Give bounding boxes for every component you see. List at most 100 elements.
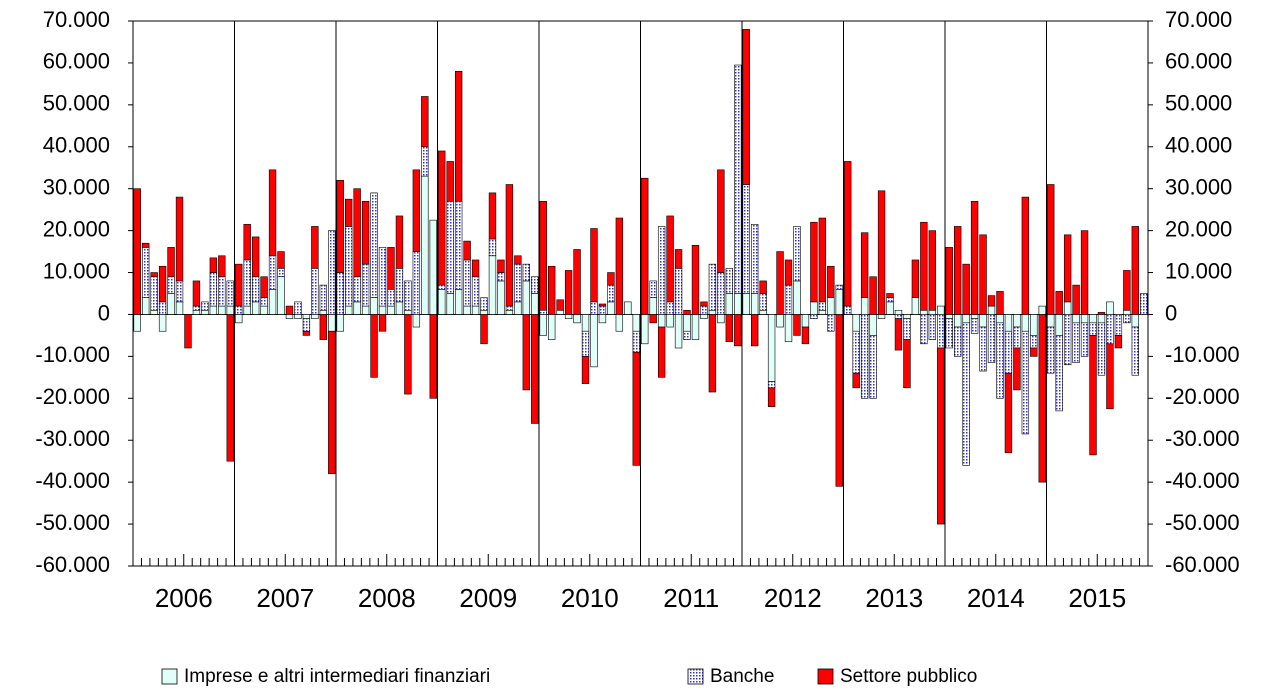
bar-segment: [345, 226, 353, 307]
bar-segment: [835, 314, 843, 487]
bar-segment: [835, 284, 843, 290]
bar-segment: [767, 314, 776, 382]
y-tick-label: 30.000: [43, 175, 110, 200]
bar-segment: [251, 276, 260, 303]
bar-segment: [641, 177, 649, 315]
bar-segment: [928, 309, 936, 315]
bar-segment: [277, 268, 285, 278]
bar-segment: [192, 305, 201, 311]
bar-segment: [251, 301, 260, 315]
bar-segment: [751, 293, 759, 315]
bar-segment: [175, 301, 184, 315]
bar-segment: [421, 146, 429, 177]
bar-segment: [412, 314, 421, 328]
bar-segment: [294, 314, 302, 319]
bar-segment: [446, 161, 454, 202]
bar-segment: [810, 314, 818, 319]
bar-segment: [438, 289, 446, 315]
bar-segment: [328, 230, 336, 315]
bar-segment: [1106, 301, 1114, 315]
bar-segment: [480, 297, 488, 311]
bar-segment: [514, 301, 522, 315]
bar-segment: [962, 314, 970, 324]
bar-segment: [844, 161, 852, 307]
bar-segment: [1072, 322, 1080, 363]
bar-segment: [725, 268, 733, 294]
y-tick-label: -60.000: [35, 552, 110, 577]
bar-segment: [226, 305, 234, 315]
bar-segment: [438, 284, 446, 290]
bar-segment: [700, 301, 708, 307]
bar-segment: [607, 284, 615, 303]
bar-segment: [1089, 322, 1097, 336]
bar-segment: [742, 29, 750, 185]
bar-segment: [598, 303, 607, 307]
bar-segment: [776, 251, 784, 315]
y-tick-label: 60.000: [43, 49, 110, 74]
bar-segment: [353, 276, 361, 303]
bar-segment: [260, 305, 268, 315]
bar-segment: [404, 309, 412, 315]
bar-segment: [328, 330, 336, 475]
bar-segment: [429, 219, 437, 315]
year-label: 2012: [764, 583, 822, 613]
bar-segment: [218, 276, 226, 307]
bar-segment: [1038, 314, 1046, 483]
bar-segment: [607, 272, 615, 286]
bar-segment: [438, 150, 446, 286]
bar-segment: [954, 314, 962, 328]
bar-segment: [531, 293, 539, 315]
y2-tick-label: 40.000: [1165, 133, 1232, 158]
bar-segment: [387, 289, 395, 307]
bar-segment: [345, 305, 353, 315]
bar-segment: [556, 299, 564, 311]
bar-segment: [361, 305, 370, 315]
bar-segment: [784, 314, 793, 343]
bar-segment: [708, 314, 717, 393]
bar-segment: [1080, 230, 1089, 315]
bar-segment: [590, 314, 598, 368]
bar-segment: [387, 305, 395, 315]
bar-segment: [488, 192, 497, 240]
bar-segment: [167, 247, 175, 278]
bar-segment: [319, 314, 327, 340]
bar-segment: [776, 314, 784, 328]
bar-segment: [641, 314, 649, 345]
bar-segment: [260, 276, 268, 298]
bar-segment: [302, 318, 311, 332]
bar-segment: [666, 301, 674, 315]
bar-segment: [429, 314, 437, 399]
bar-segment: [1106, 314, 1114, 345]
bar-segment: [657, 226, 666, 315]
bar-segment: [886, 293, 894, 298]
bar-segment: [142, 242, 150, 248]
bar-segment: [1013, 326, 1021, 349]
bar-segment: [683, 314, 691, 332]
bar-segment: [522, 280, 530, 315]
bar-segment: [243, 259, 251, 307]
bar-segment: [793, 314, 801, 336]
bar-segment: [920, 309, 928, 315]
bar-segment: [1089, 335, 1097, 456]
bar-segment: [454, 289, 463, 315]
bar-segment: [1123, 270, 1131, 311]
bar-segment: [801, 326, 810, 345]
y2-tick-label: -10.000: [1165, 342, 1240, 367]
bar-segment: [285, 314, 294, 319]
bar-segment: [894, 314, 903, 319]
bar-segment: [201, 309, 209, 315]
y2-tick-label: 20.000: [1165, 216, 1232, 241]
bar-segment: [235, 314, 243, 324]
bar-segment: [818, 217, 827, 303]
bar-segment: [412, 169, 421, 252]
bar-segment: [962, 322, 970, 466]
bar-segment: [243, 305, 251, 315]
year-label: 2006: [155, 583, 213, 613]
bar-segment: [810, 221, 818, 303]
bar-segment: [361, 200, 370, 265]
bar-segment: [581, 330, 590, 357]
bar-segment: [996, 291, 1004, 315]
bar-segment: [920, 221, 928, 311]
bar-segment: [370, 192, 378, 298]
